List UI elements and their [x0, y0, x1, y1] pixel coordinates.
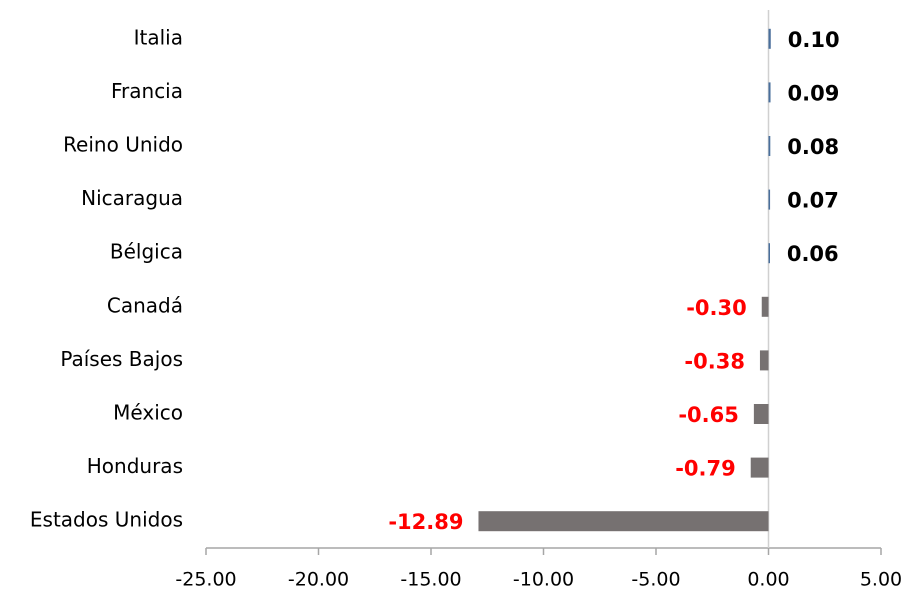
x-tick-label: -25.00: [175, 569, 236, 591]
category-label: Reino Unido: [63, 133, 183, 157]
category-label: Bélgica: [110, 240, 183, 264]
x-tick-label: -5.00: [631, 569, 680, 591]
category-label: Nicaragua: [81, 186, 183, 210]
value-label: 0.06: [787, 242, 839, 266]
bar: [761, 296, 769, 317]
category-label: México: [113, 401, 183, 425]
bar: [768, 136, 771, 156]
bar: [759, 350, 769, 371]
x-tick-label: -15.00: [400, 569, 461, 591]
bar: [750, 457, 769, 478]
value-label: -0.65: [678, 403, 739, 427]
category-label: Honduras: [87, 454, 183, 478]
value-label: -0.30: [686, 296, 747, 320]
x-tick-label: -20.00: [288, 569, 349, 591]
value-label: 0.08: [787, 135, 839, 159]
x-tick-label: 0.00: [747, 569, 789, 591]
category-label: Italia: [134, 25, 183, 49]
category-label: Países Bajos: [60, 347, 183, 371]
category-label: Francia: [111, 79, 183, 103]
value-label: 0.09: [788, 81, 840, 105]
value-label: 0.10: [788, 28, 840, 52]
value-label: -12.89: [388, 510, 463, 534]
category-label: Canadá: [107, 293, 183, 317]
category-label: Estados Unidos: [30, 508, 183, 532]
bar: [753, 404, 769, 424]
bar: [768, 82, 771, 103]
bar: [768, 28, 771, 49]
value-label: -0.79: [675, 457, 736, 481]
value-label: 0.07: [787, 189, 839, 213]
bar: [478, 511, 769, 532]
x-tick-label: -10.00: [513, 569, 574, 591]
value-label: -0.38: [684, 349, 745, 373]
bar: [768, 189, 771, 210]
x-tick-label: 5.00: [860, 569, 902, 591]
bar: [768, 243, 770, 264]
